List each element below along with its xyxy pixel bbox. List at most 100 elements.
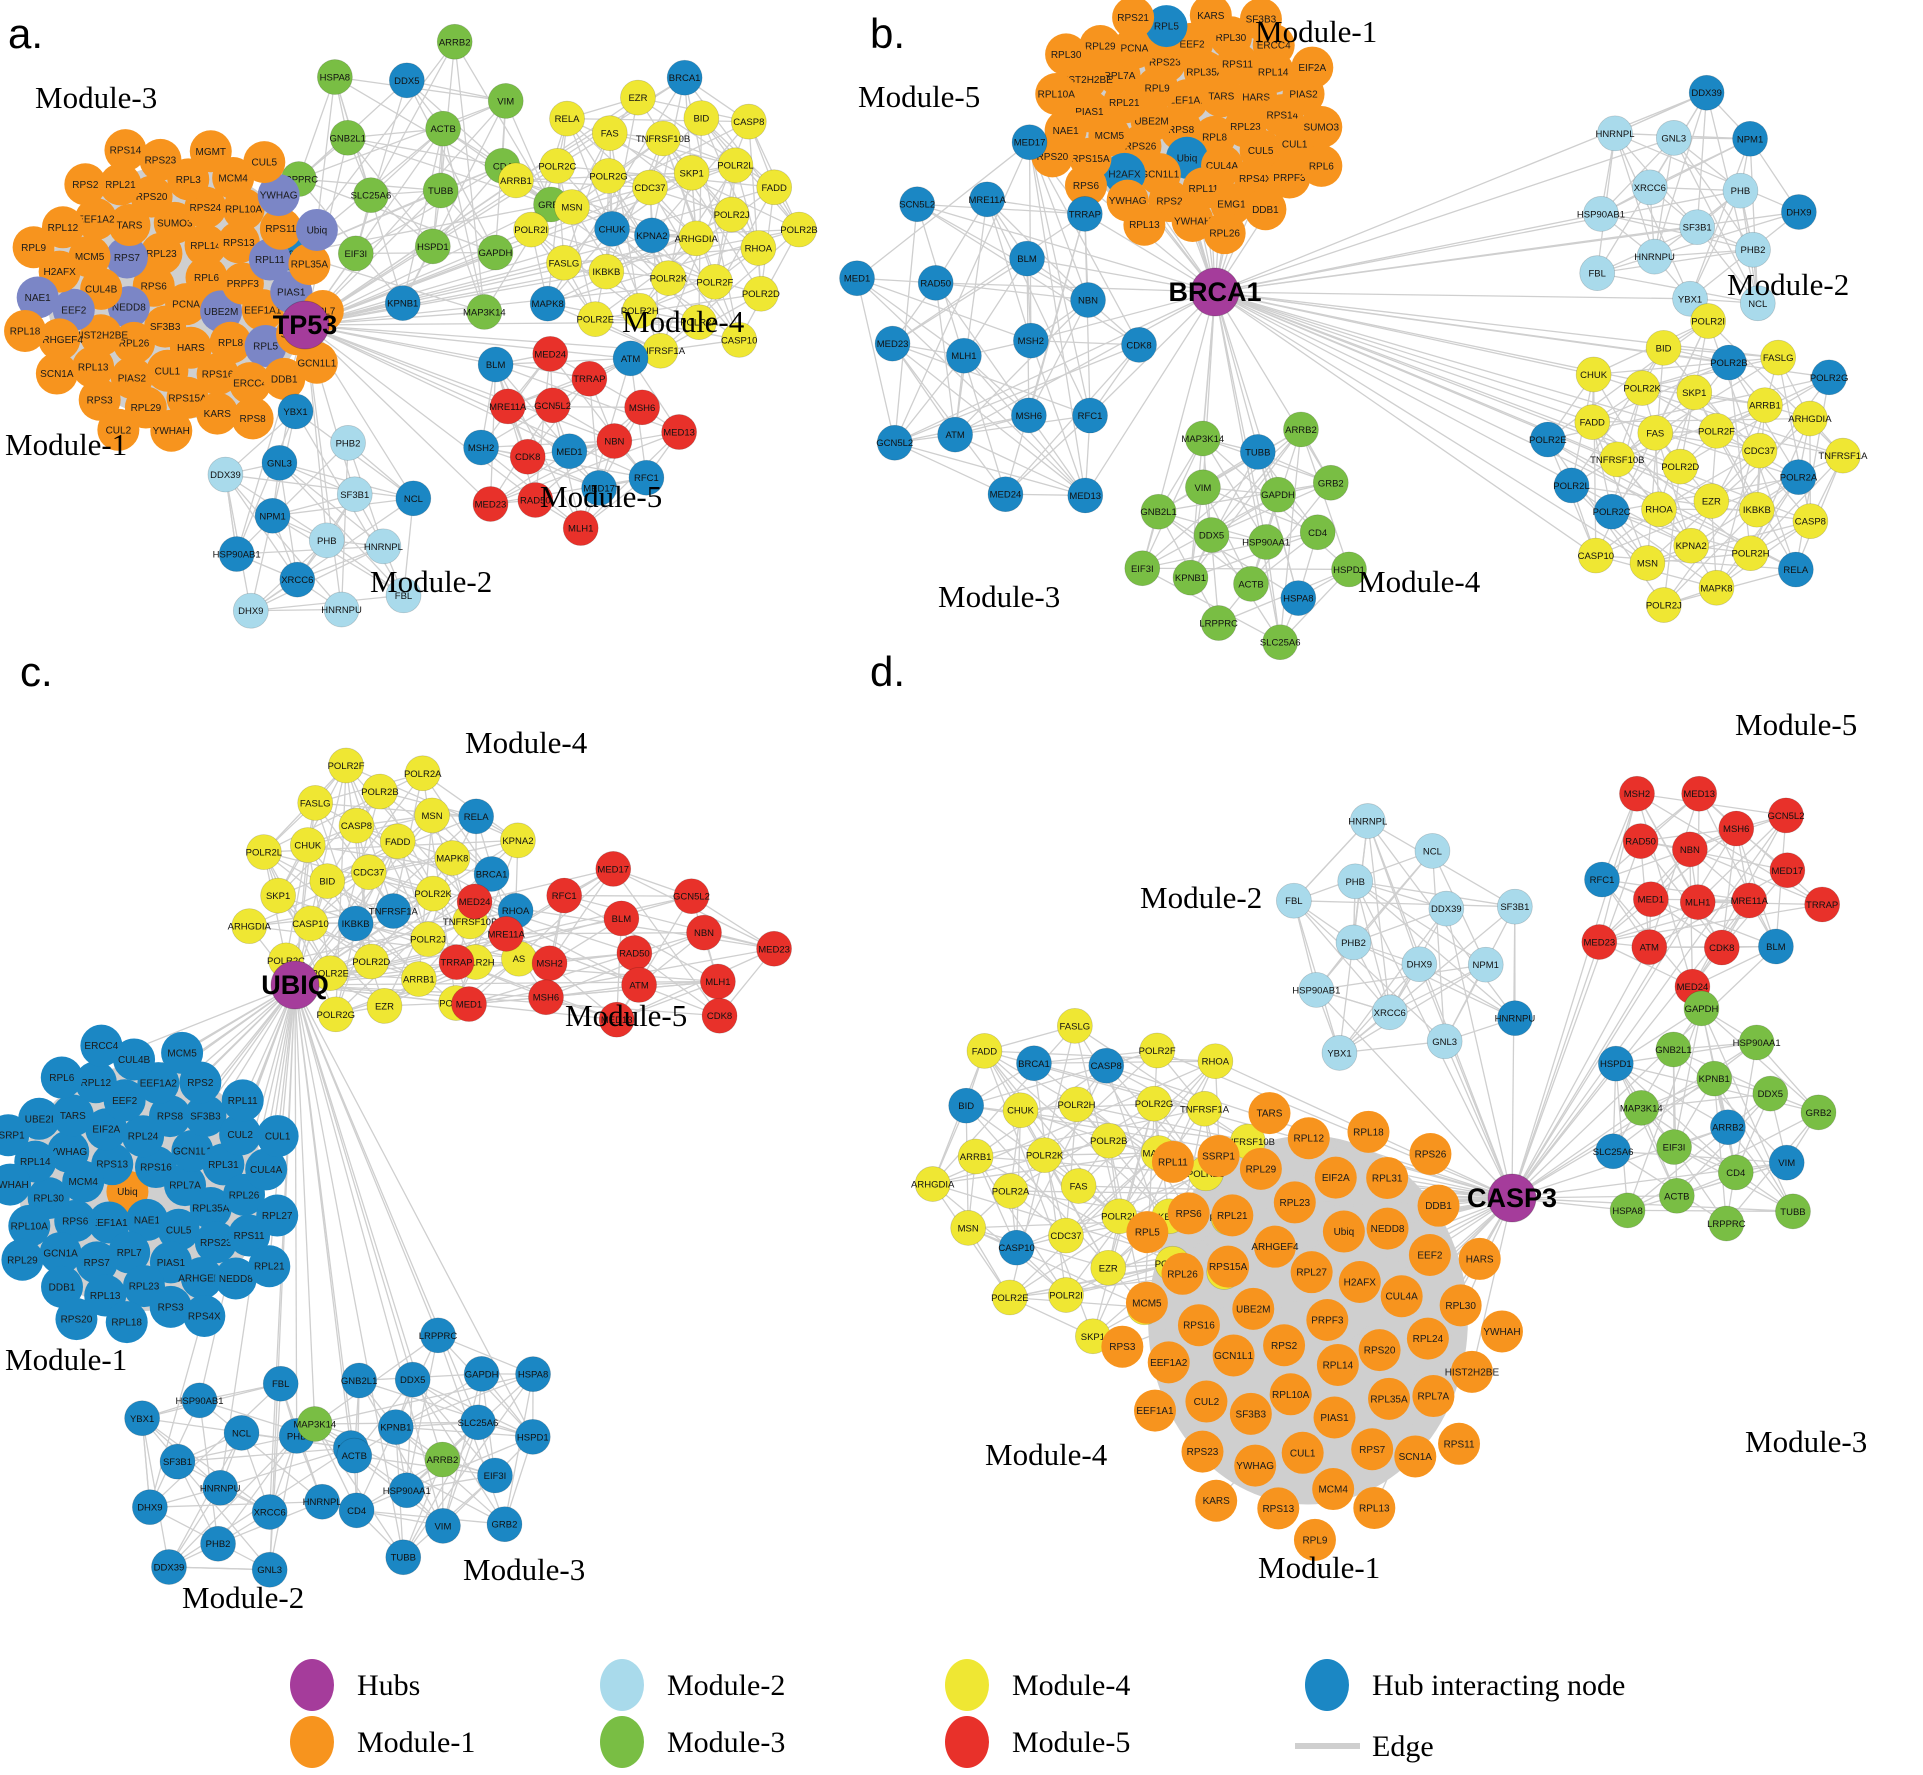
network-node: POLR2I: [513, 211, 550, 248]
network-node: BID: [1645, 329, 1682, 366]
hub-edge: [294, 984, 414, 1380]
node-label: RPL6: [1309, 161, 1334, 172]
node-label: SCN1A: [40, 369, 74, 380]
edge: [1698, 793, 1823, 905]
node-label: POLR2H: [1058, 1100, 1096, 1111]
node-label: POLR2F: [328, 761, 365, 772]
network-node: CDC37: [350, 854, 387, 890]
network-node: RPS11: [1438, 1422, 1481, 1465]
node-label: XRCC6: [1374, 1008, 1406, 1019]
node-circle: [562, 510, 599, 546]
edge: [892, 343, 1086, 496]
node-circle: [1597, 1045, 1634, 1082]
node-circle: [1239, 434, 1276, 470]
node-circle: [72, 346, 115, 389]
node-circle: [330, 425, 366, 461]
node-label: NEDD8: [219, 1274, 253, 1285]
network-node: RPL5: [1145, 5, 1188, 48]
edge: [1679, 376, 1830, 468]
network-node: POLR2E: [991, 1279, 1029, 1316]
node-label: CHUK: [294, 841, 322, 852]
network-node: KARS: [1189, 0, 1232, 37]
network-node: TRRAP: [438, 944, 475, 980]
node-label: POLR2L: [717, 161, 753, 172]
network-node: FADD: [756, 169, 793, 206]
hub-edge: [1214, 291, 1281, 643]
edge: [894, 442, 1006, 495]
edge: [892, 213, 1086, 345]
node-circle: [1248, 524, 1284, 560]
edge: [1614, 132, 1800, 213]
node-label: TRRAP: [440, 958, 472, 969]
node-label: RPL5: [1135, 1228, 1160, 1239]
network-node: RPL26: [1203, 212, 1246, 255]
node-label: DHX9: [1786, 207, 1811, 218]
node-circle: [74, 1061, 117, 1104]
edge: [1715, 476, 1800, 589]
network-node: RPS26: [1409, 1133, 1452, 1176]
network-node: POLR2K: [1026, 1137, 1064, 1174]
node-label: TNFRSF1A: [369, 907, 419, 918]
edge: [168, 1432, 243, 1568]
node-label: MED24: [459, 897, 491, 908]
node-circle: [1450, 1350, 1493, 1393]
hub-edge: [304, 324, 570, 452]
node-label: MED1: [844, 274, 870, 285]
node-label: FBL: [1588, 269, 1605, 280]
node-circle: [546, 244, 582, 281]
edge: [454, 41, 485, 312]
node-label: ERCC4: [1257, 41, 1291, 52]
network-node: TNFRSF1A: [1180, 1090, 1230, 1127]
hub-edge: [1214, 137, 1675, 293]
network-node: POLR2H: [621, 292, 659, 329]
node-label: RPL6: [194, 273, 219, 284]
node-label: RPS6: [62, 1216, 89, 1227]
network-node: EIF2A: [1314, 1156, 1357, 1199]
network-node: ARRB2: [1710, 1109, 1746, 1146]
node-label: HARS: [177, 343, 205, 354]
network-node: POLR2E: [312, 955, 349, 991]
node-label: MED23: [758, 944, 790, 955]
network-node: SF3B3: [1239, 0, 1282, 41]
edge: [402, 100, 507, 304]
node-label: PIAS2: [118, 373, 147, 384]
network-node: MLH1: [1679, 884, 1716, 920]
network-node: MRE11A: [487, 916, 525, 952]
edge: [263, 851, 434, 895]
node-label: HIST2H2BE: [1058, 75, 1113, 86]
edge: [293, 203, 552, 255]
node-label: RPS7: [84, 1258, 111, 1269]
panel-letter: c.: [20, 648, 53, 695]
node-circle: [125, 1198, 168, 1241]
network-node: MCM5: [161, 1031, 204, 1074]
node-label: RPS23: [1187, 1447, 1219, 1458]
node-label: RPS16: [140, 1163, 172, 1174]
node-circle: [730, 103, 767, 140]
node-label: FASLG: [1763, 353, 1794, 364]
node-label: RPS3: [1109, 1342, 1136, 1353]
network-node: POLR2H: [1732, 535, 1770, 572]
network-node: BID: [948, 1087, 985, 1124]
network-node: RFC1: [628, 459, 665, 496]
node-circle: [595, 851, 632, 887]
network-node: FBL: [1276, 882, 1312, 919]
node-label: RPS21: [1117, 13, 1149, 24]
node-label: MSH2: [536, 959, 562, 970]
network-node: RPL10A: [1269, 1373, 1312, 1416]
network-node: TNFRSF10B: [636, 120, 690, 157]
node-label: MED23: [877, 339, 909, 350]
network-node: RPL18: [105, 1301, 148, 1344]
node-label: RPL18: [111, 1318, 142, 1329]
node-label: PHB2: [206, 1539, 231, 1550]
edge: [402, 1422, 479, 1558]
edge: [395, 1373, 534, 1428]
edge: [894, 141, 1031, 443]
hub-edge: [1214, 291, 1799, 478]
network-node: MSH2: [531, 945, 568, 982]
network-node: KARS: [196, 392, 239, 435]
legend-swatch: [600, 1659, 644, 1711]
network-node: KPNA2: [634, 217, 670, 254]
hub-edge: [1214, 291, 1332, 484]
node-label: Ubiq: [1334, 1227, 1355, 1238]
node-label: BID: [1656, 343, 1672, 354]
